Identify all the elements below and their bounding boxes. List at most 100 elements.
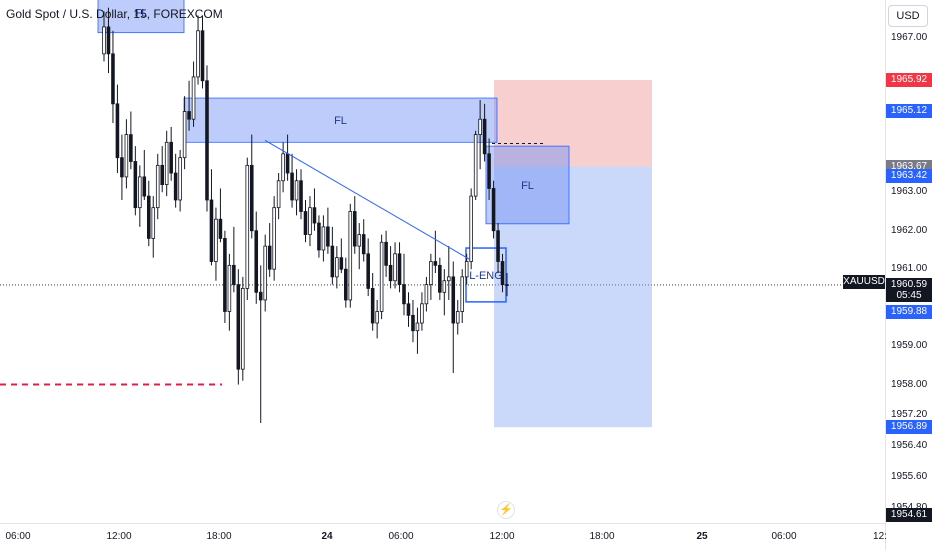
candle: [267, 245, 272, 270]
take-profit-zone: [494, 166, 652, 428]
candle: [129, 134, 133, 162]
candle: [366, 253, 370, 289]
time-tick-label: 18:00: [206, 531, 232, 542]
price-tick-label: 1954.80: [891, 501, 928, 513]
trendline: [264, 139, 471, 261]
candle: [218, 218, 223, 239]
candle: [249, 164, 254, 232]
time-tick-label: 12:00: [106, 531, 132, 542]
price-tick-label: 1958.00: [891, 378, 928, 390]
price-tag: 1965.92: [886, 72, 932, 87]
candle: [160, 164, 164, 185]
candle: [469, 195, 473, 262]
candle: [146, 195, 151, 239]
candle: [120, 157, 124, 178]
candle: [294, 180, 299, 201]
candle: [227, 264, 232, 312]
candle: [254, 230, 259, 293]
price-tag: 1954.61: [886, 507, 932, 522]
symbol-title: Gold Spot / U.S. Dollar, 15, FOREXCOM: [6, 7, 223, 21]
candle: [339, 257, 344, 270]
zone-rect: [97, 0, 185, 34]
candle: [352, 211, 357, 247]
candle: [402, 284, 406, 305]
candle: [236, 284, 241, 370]
candle: [214, 218, 218, 262]
candle: [151, 207, 156, 239]
zone-label: FL: [334, 115, 347, 127]
candle: [303, 211, 308, 235]
candle: [164, 141, 169, 185]
candle: [335, 257, 339, 278]
drawing-layer: FL FL FL L-ENG: [0, 0, 885, 428]
candle: [196, 30, 200, 78]
candle: [447, 276, 451, 282]
candle: [232, 264, 236, 285]
stop-loss-zone: [494, 79, 652, 167]
candle: [379, 241, 384, 312]
candle: [258, 291, 263, 301]
lightning-bolt-icon[interactable]: ⚡: [497, 501, 515, 519]
candle: [263, 245, 267, 301]
zone-label: FL: [135, 7, 148, 19]
price-tick-label: 1967.00: [891, 32, 928, 44]
candle: [415, 322, 420, 332]
price-tag: 1956.89: [886, 420, 932, 435]
time-tick-label: 25: [696, 531, 708, 542]
candle: [429, 261, 433, 285]
candle: [317, 222, 321, 251]
price-tick-label: 1963.00: [891, 186, 928, 198]
candle: [330, 245, 335, 278]
candle: [500, 261, 505, 285]
candle: [455, 311, 460, 324]
candle: [191, 76, 196, 120]
candle: [124, 134, 129, 178]
candle: [438, 264, 442, 293]
candle: [361, 234, 366, 255]
candle: [200, 30, 205, 82]
candle: [491, 188, 496, 232]
candle: [411, 314, 415, 332]
price-tag: 1959.88: [886, 305, 932, 320]
price-axis[interactable]: [885, 0, 932, 550]
candle: [133, 161, 138, 209]
candle: [348, 211, 353, 301]
candle: [388, 264, 393, 282]
time-tick-label: 06:00: [771, 531, 797, 542]
time-tick-label: 24: [321, 531, 333, 542]
price-tick-label: 1961.00: [891, 263, 928, 275]
candle: [464, 261, 469, 278]
candle: [138, 176, 142, 209]
candle: [370, 288, 375, 324]
candle: [312, 207, 317, 224]
candle: [473, 134, 478, 197]
time-axis[interactable]: [0, 523, 885, 551]
price-tick-label: 1962.00: [891, 224, 928, 236]
candle: [290, 172, 294, 201]
candle: [478, 118, 482, 135]
candle: [496, 230, 500, 262]
candles-layer: [102, 7, 509, 424]
overlay-layer: [0, 139, 471, 386]
candle: [344, 268, 348, 301]
candle: [182, 111, 187, 159]
candle: [308, 207, 312, 235]
time-tick-label: 18:00: [589, 531, 615, 542]
time-tick-label: 06:00: [5, 531, 31, 542]
candle: [406, 303, 411, 316]
currency-button[interactable]: USD: [888, 5, 928, 27]
candle: [281, 153, 285, 182]
candle: [420, 303, 424, 324]
price-tick-label: 1957.20: [891, 409, 928, 421]
candle: [482, 118, 487, 155]
bar-countdown: 05:45: [886, 289, 932, 302]
candle: [155, 164, 160, 209]
candle: [209, 199, 214, 262]
price-tick-label: 1955.60: [891, 470, 928, 482]
candle: [384, 241, 388, 266]
candle: [451, 276, 456, 324]
candle: [223, 238, 227, 312]
candle: [272, 207, 276, 270]
price-tag: 1963.42: [886, 169, 932, 184]
